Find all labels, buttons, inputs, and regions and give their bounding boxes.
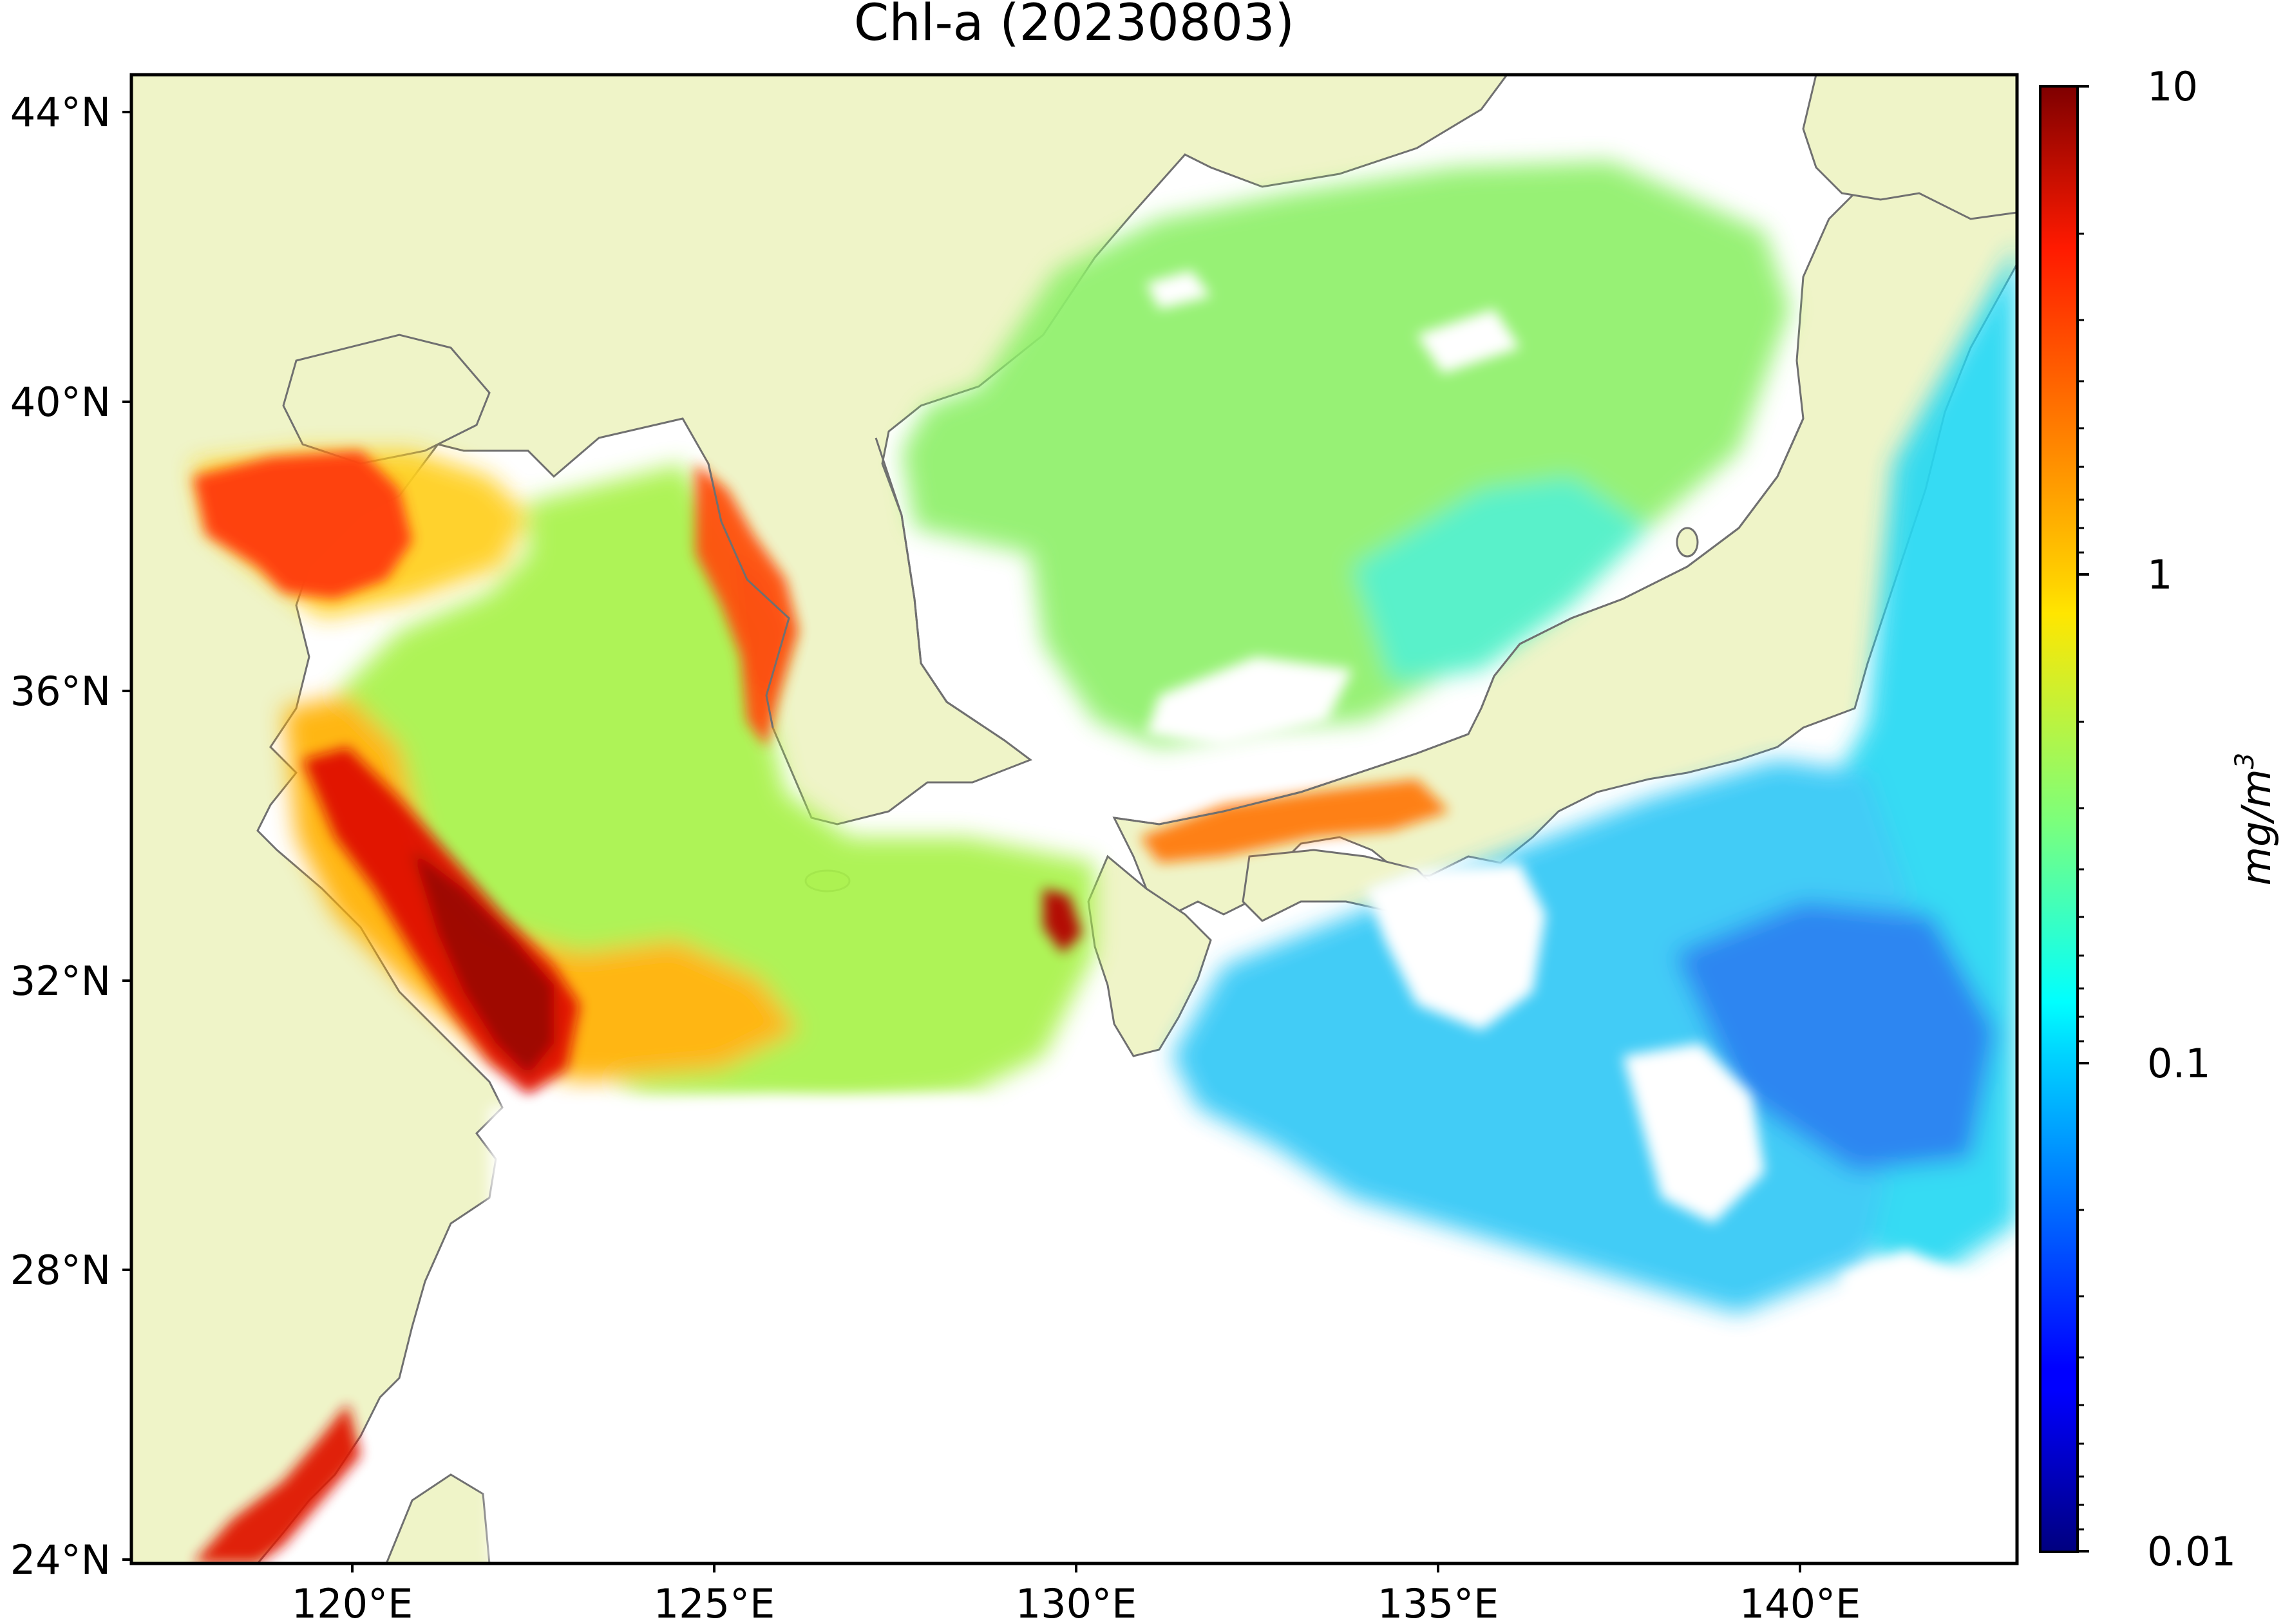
chl-ariake xyxy=(1043,889,1082,953)
colorbar-label-unit: mg/m xyxy=(2233,769,2280,885)
colorbar-tick-0-01: 0.01 xyxy=(2147,1528,2236,1575)
land-liaodong xyxy=(282,334,491,465)
colorbar-frame xyxy=(2039,85,2079,1553)
chl-yangtze-core xyxy=(412,850,554,1075)
colorbar-label: mg/m3 xyxy=(2230,753,2280,886)
longitude-axis xyxy=(351,1563,1801,1572)
land-sado xyxy=(1676,527,1699,558)
land-taiwan xyxy=(385,1473,491,1563)
chl-pacific-deep-blue xyxy=(1674,902,1996,1172)
colorbar-tick-10: 10 xyxy=(2147,63,2198,110)
colorbar-ticks xyxy=(2078,85,2089,1553)
chl-taiwan-strait xyxy=(193,1404,361,1563)
lat-label-28n: 28°N xyxy=(10,1247,111,1294)
lat-label-44n: 44°N xyxy=(10,89,111,136)
map-panel xyxy=(131,75,2017,1563)
colorbar-gradient xyxy=(2040,86,2078,1552)
lon-label-140e: 140°E xyxy=(1739,1580,1861,1624)
colorbar-tick-1: 1 xyxy=(2147,551,2172,598)
map-frame xyxy=(129,73,2019,1565)
lat-label-24n: 24°N xyxy=(10,1536,111,1583)
colorbar-tick-0-1: 0.1 xyxy=(2147,1040,2211,1087)
lon-label-125e: 125°E xyxy=(654,1580,775,1624)
latitude-axis xyxy=(122,111,131,1561)
chl-seto-inland xyxy=(1140,779,1449,863)
chl-yellow-sea-orange xyxy=(283,695,799,1082)
chl-korea-west xyxy=(734,554,786,695)
colorbar: 10 1 0.1 0.01 mg/m3 xyxy=(2039,63,2280,1575)
chl-bohai-red xyxy=(193,451,412,599)
map-title: Chl-a (20230803) xyxy=(854,0,1294,52)
land-hokkaido xyxy=(1802,75,2017,220)
lon-label-135e: 135°E xyxy=(1378,1580,1499,1624)
lon-label-130e: 130°E xyxy=(1016,1580,1137,1624)
lat-label-40n: 40°N xyxy=(10,379,111,426)
colorbar-minor-ticks xyxy=(2078,232,2084,1531)
lat-label-32n: 32°N xyxy=(10,958,111,1005)
cloud-gaps xyxy=(489,270,2017,1563)
colorbar-label-exponent: 3 xyxy=(2230,753,2260,769)
chl-sea-of-japan-cyan xyxy=(1352,477,1649,683)
coastline-overlay xyxy=(707,418,1805,826)
lat-label-36n: 36°N xyxy=(10,668,111,715)
lon-label-120e: 120°E xyxy=(292,1580,413,1624)
